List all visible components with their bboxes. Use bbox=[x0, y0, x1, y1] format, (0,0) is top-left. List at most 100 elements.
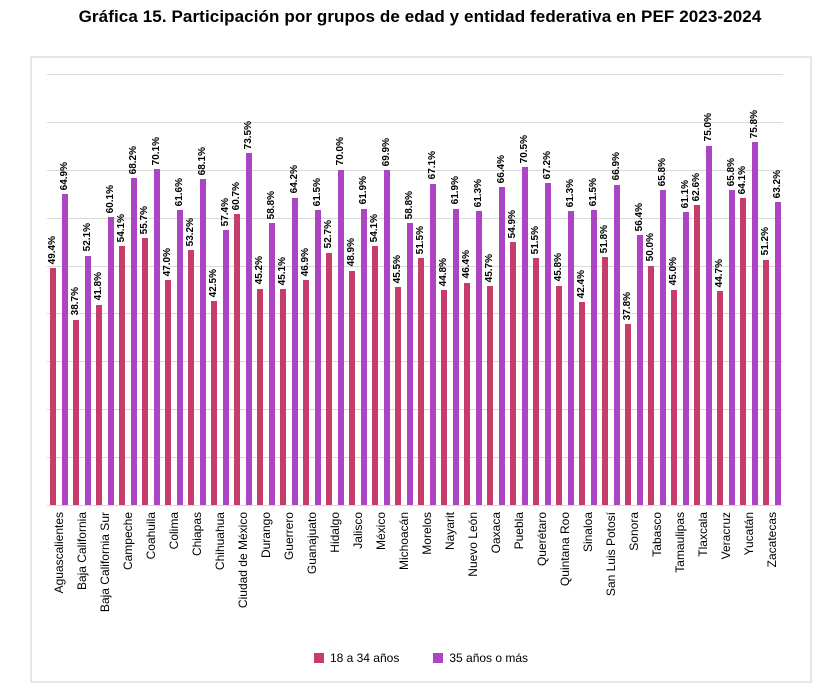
bar-value-label: 62.6% bbox=[690, 172, 702, 202]
bar-group: 46.4% 61.3% bbox=[461, 74, 484, 505]
bar-age-18-34 bbox=[509, 242, 516, 505]
bar-age-35-plus bbox=[268, 223, 275, 505]
bar-column: 61.3% bbox=[473, 74, 484, 505]
bar-age-18-34 bbox=[762, 259, 769, 505]
x-axis-label: Zacatecas bbox=[764, 512, 779, 568]
bar-column: 70.0% bbox=[335, 74, 346, 505]
x-axis-cell: Puebla bbox=[507, 512, 530, 670]
bar-age-18-34 bbox=[325, 252, 332, 505]
bar-value-label: 42.4% bbox=[575, 269, 587, 298]
bar-column: 61.5% bbox=[311, 74, 323, 505]
bar-value-label: 49.4% bbox=[46, 236, 58, 265]
bar-value-label: 58.8% bbox=[403, 191, 415, 220]
chart-container: 49.4% 64.9% 38.7% 52.1% 41.8% 60.1% 54.1% 68.2%… bbox=[30, 56, 812, 683]
x-axis-label: Morelos bbox=[419, 512, 434, 555]
bar-value-label: 51.2% bbox=[759, 227, 771, 256]
bar-group: 54.1% 69.9% bbox=[369, 74, 392, 505]
x-axis-label: Campeche bbox=[120, 512, 135, 571]
bar-value-label: 46.4% bbox=[460, 250, 472, 279]
bar-group: 51.5% 67.1% bbox=[415, 74, 438, 505]
bar-value-label: 75.8% bbox=[748, 109, 760, 139]
bar-value-label: 70.5% bbox=[518, 135, 530, 164]
bar-value-label: 45.8% bbox=[552, 253, 564, 282]
x-axis-cell: Querétaro bbox=[530, 512, 553, 670]
x-axis-cell: Yucatán bbox=[737, 512, 760, 670]
bar-column: 48.9% bbox=[345, 74, 357, 505]
bar-group: 42.4% 61.5% bbox=[576, 74, 599, 505]
x-axis-label: México bbox=[373, 512, 388, 551]
bar-value-label: 51.5% bbox=[529, 226, 541, 255]
bar-age-18-34 bbox=[578, 301, 585, 505]
bar-column: 60.7% bbox=[231, 74, 242, 505]
bar-group: 45.2% 58.8% bbox=[254, 74, 277, 505]
bar-age-35-plus bbox=[360, 208, 367, 505]
bar-column: 75.0% bbox=[703, 74, 714, 505]
bar-age-18-34 bbox=[118, 245, 125, 505]
bar-age-18-34 bbox=[95, 304, 102, 505]
bar-age-35-plus bbox=[475, 211, 482, 505]
bar-column: 73.5% bbox=[243, 74, 254, 505]
x-axis-cell: México bbox=[369, 512, 392, 670]
bar-age-18-34 bbox=[624, 323, 631, 505]
legend: 18 a 34 años 35 años o más bbox=[32, 651, 810, 665]
bar-column: 58.8% bbox=[265, 74, 277, 505]
bar-column: 55.7% bbox=[139, 74, 150, 505]
bar-age-35-plus bbox=[314, 210, 321, 505]
legend-swatch bbox=[433, 653, 444, 663]
x-axis-cell: Zacatecas bbox=[760, 512, 783, 670]
x-axis-label: Tlaxcala bbox=[695, 512, 710, 557]
bar-age-18-34 bbox=[49, 268, 56, 505]
bar-age-18-34 bbox=[348, 270, 355, 505]
gridline bbox=[47, 361, 783, 363]
bar-column: 53.2% bbox=[185, 74, 196, 505]
bar-age-35-plus bbox=[705, 145, 712, 505]
gridline bbox=[47, 217, 783, 219]
bar-age-18-34 bbox=[486, 286, 493, 505]
x-axis-cell: Tabasco bbox=[645, 512, 668, 670]
bar-value-label: 44.7% bbox=[713, 258, 725, 287]
bar-value-label: 45.5% bbox=[391, 254, 403, 284]
bar-value-label: 61.5% bbox=[311, 178, 323, 207]
bar-column: 58.8% bbox=[403, 74, 415, 505]
bar-group: 49.4% 64.9% bbox=[47, 74, 70, 505]
gridline bbox=[47, 409, 783, 411]
bar-column: 46.9% bbox=[300, 74, 311, 505]
bar-value-label: 57.4% bbox=[219, 197, 231, 227]
x-axis-label: Nayarit bbox=[442, 512, 457, 551]
bar-age-35-plus bbox=[498, 187, 505, 505]
legend-label: 35 años o más bbox=[449, 651, 529, 665]
bar-value-label: 61.9% bbox=[357, 176, 369, 205]
bar-age-35-plus bbox=[613, 184, 620, 505]
bar-value-label: 48.9% bbox=[345, 238, 357, 267]
bar-value-label: 58.8% bbox=[265, 191, 277, 220]
bar-age-35-plus bbox=[774, 202, 781, 505]
bar-value-label: 69.9% bbox=[380, 137, 392, 167]
bar-group: 60.7% 73.5% bbox=[231, 74, 254, 505]
bar-age-35-plus bbox=[337, 169, 344, 505]
bar-column: 61.6% bbox=[174, 74, 185, 505]
x-axis-cell: Tamaulipas bbox=[668, 512, 691, 670]
bar-group: 45.7% 66.4% bbox=[484, 74, 507, 505]
bar-column: 51.5% bbox=[529, 74, 541, 505]
bar-group: 42.5% 57.4% bbox=[208, 74, 231, 505]
bar-column: 51.2% bbox=[759, 74, 771, 505]
bar-column: 54.1% bbox=[116, 74, 127, 505]
x-axis-labels: Aguascalientes Baja California Baja Califo… bbox=[47, 512, 783, 670]
bar-age-35-plus bbox=[176, 210, 183, 505]
bar-age-18-34 bbox=[693, 205, 700, 505]
bar-age-18-34 bbox=[440, 290, 447, 505]
x-axis-label: Sinaloa bbox=[580, 512, 595, 553]
x-axis-label: Baja California Sur bbox=[97, 512, 112, 613]
bar-age-18-34 bbox=[302, 280, 309, 505]
bar-age-35-plus bbox=[728, 189, 735, 505]
bar-age-18-34 bbox=[647, 265, 654, 505]
bar-column: 38.7% bbox=[70, 74, 81, 505]
bar-value-label: 42.5% bbox=[207, 269, 219, 298]
bar-age-18-34 bbox=[72, 319, 79, 505]
x-axis-label: Nuevo León bbox=[465, 512, 480, 577]
bar-group: 51.5% 67.2% bbox=[530, 74, 553, 505]
bar-age-35-plus bbox=[245, 153, 252, 505]
bar-value-label: 64.9% bbox=[58, 161, 70, 191]
bar-group: 48.9% 61.9% bbox=[346, 74, 369, 505]
chart-title: Gráfica 15. Participación por grupos de … bbox=[78, 7, 762, 26]
